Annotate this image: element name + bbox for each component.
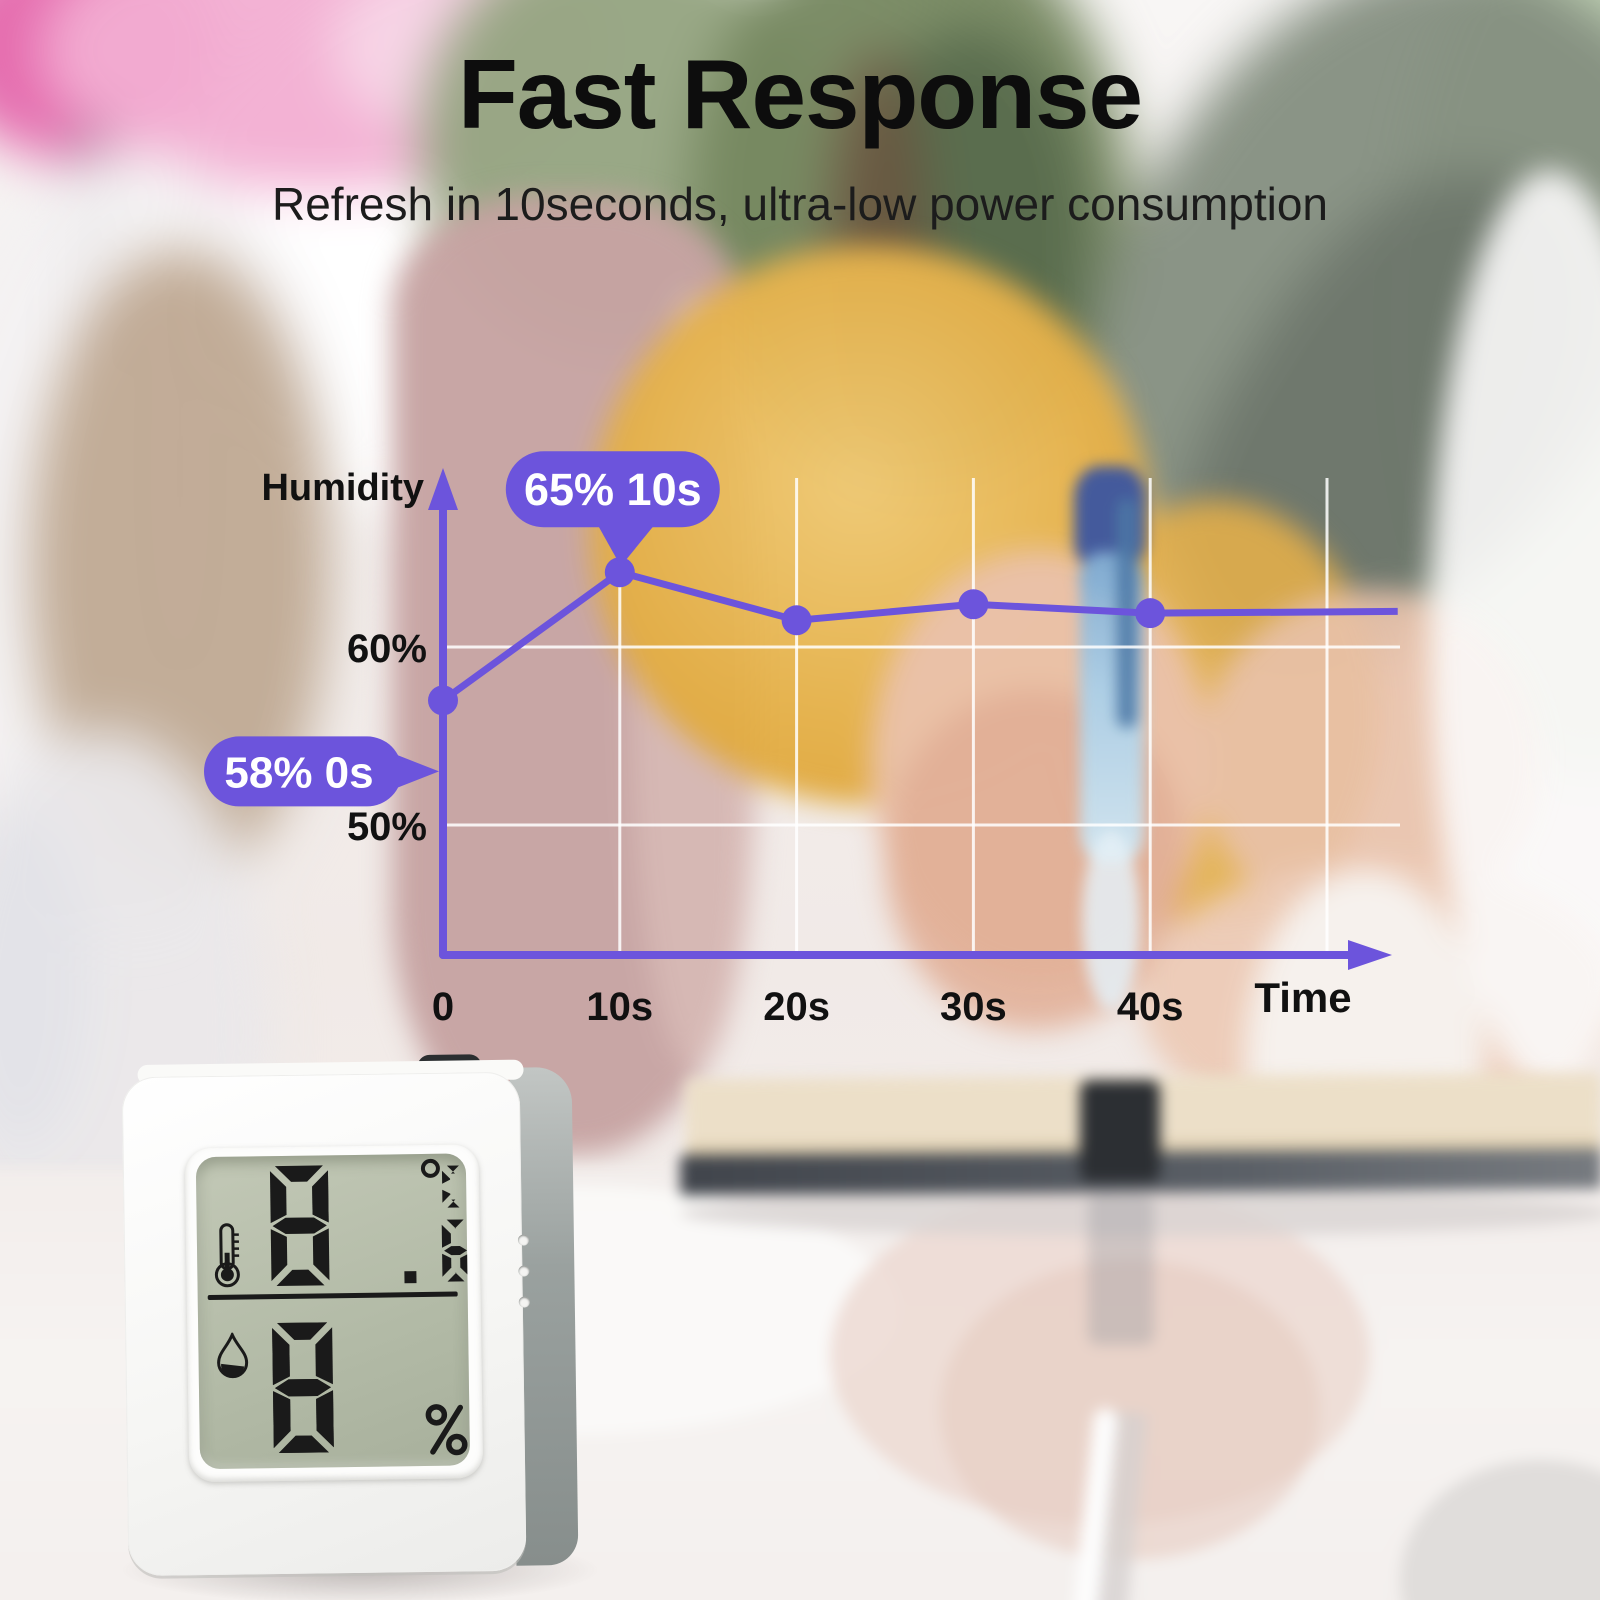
humidity-line [440,568,1398,704]
vent-dot [518,1265,530,1277]
x-tick-label: 20s [763,985,830,1029]
degree-symbol [420,1158,441,1179]
data-point [958,589,989,620]
x-tick-label: 10s [586,985,653,1029]
x-tick-label: 40s [1117,985,1184,1029]
callout-text: 58% 0s [224,748,373,797]
vent-dot [517,1234,530,1246]
x-axis-arrow [1348,940,1392,970]
page-subtitle: Refresh in 10seconds, ultra-low power co… [272,178,1328,230]
y-tick-label: 50% [347,805,427,849]
data-point [1135,598,1166,629]
y-axis-title: Humidity [261,467,424,509]
data-point [781,605,812,636]
y-tick-label: 60% [347,627,427,671]
lcd-divider [207,1291,458,1301]
hygrometer-device [121,1054,583,1577]
decimal-point [404,1271,417,1284]
headline-block: Fast Response Refresh in 10seconds, ultr… [0,38,1600,231]
data-point [428,685,458,716]
lcd-screen [195,1153,471,1470]
x-tick-label: 0 [432,985,454,1029]
y-axis-arrow [428,468,458,510]
x-axis-title: Time [1254,974,1351,1021]
callout-text: 65% 10s [524,464,702,515]
temperature-unit-block [420,1158,470,1289]
page-title: Fast Response [457,39,1143,149]
x-tick-label: 30s [940,985,1007,1029]
